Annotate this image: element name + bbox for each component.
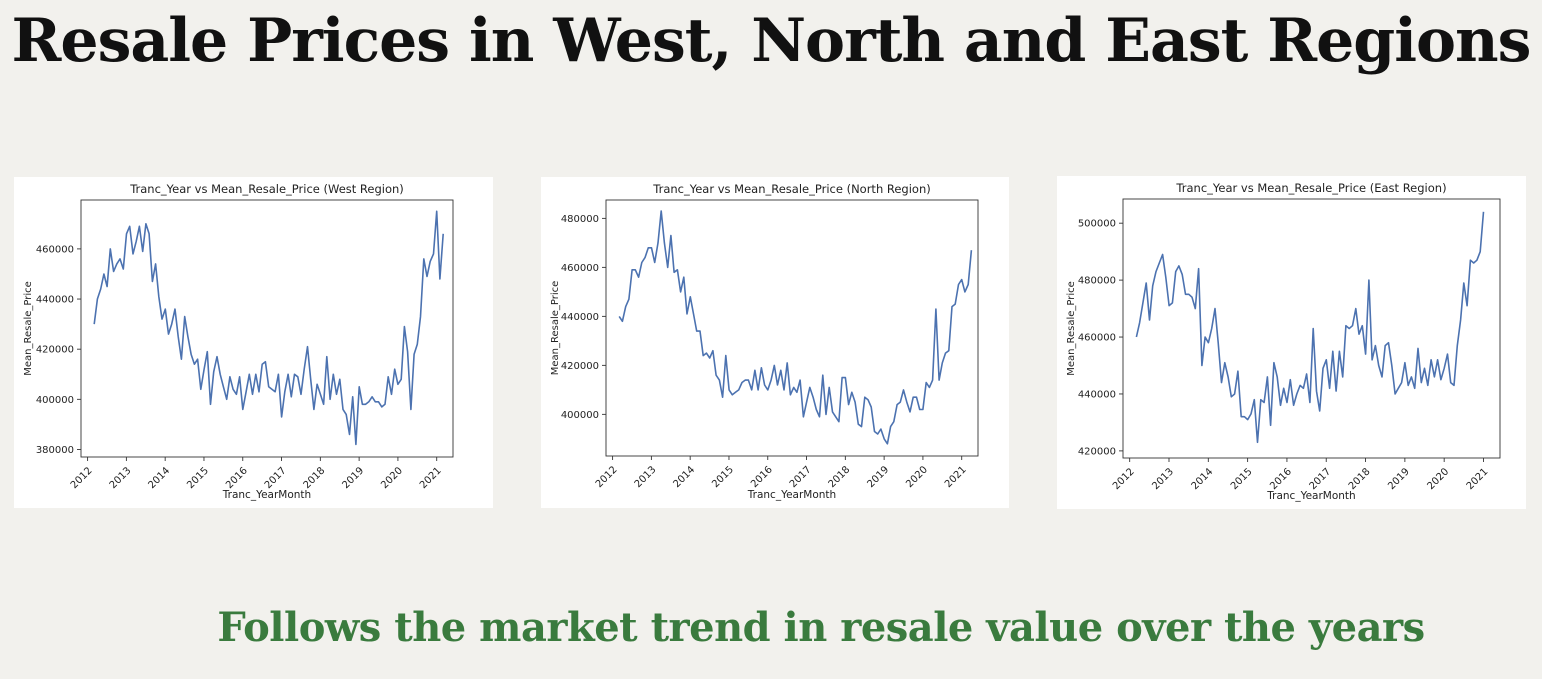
y-tick-label: 440000 [36,295,74,306]
x-tick-label: 2014 [671,464,697,490]
x-axis-label: Tranc_YearMonth [747,489,836,501]
x-tick-label: 2019 [1386,466,1412,492]
chart-east: Tranc_Year vs Mean_Resale_Price (East Re… [1066,181,1501,502]
y-tick-label: 480000 [1078,276,1116,287]
series-line [618,210,973,445]
y-axis-label: Mean_Resale_Price [1066,281,1077,376]
plot-frame [605,199,979,457]
y-tick-label: 420000 [36,345,74,356]
x-tick-label: 2017 [788,464,814,490]
x-tick-label: 2020 [1425,466,1451,492]
chart-west: Tranc_Year vs Mean_Resale_Price (West Re… [23,182,454,501]
chart-north: Tranc_Year vs Mean_Resale_Price (North R… [550,182,979,501]
x-tick-label: 2012 [594,464,620,490]
y-tick-label: 400000 [36,395,74,406]
x-tick-label: 2013 [108,465,134,491]
x-tick-label: 2018 [1347,466,1373,492]
chart-panel-east: Tranc_Year vs Mean_Resale_Price (East Re… [1057,176,1526,509]
x-tick-label: 2015 [710,464,736,490]
x-tick-label: 2018 [827,464,853,490]
x-tick-label: 2017 [1308,466,1334,492]
chart-panel-north: Tranc_Year vs Mean_Resale_Price (North R… [541,177,1009,508]
x-tick-label: 2015 [1229,466,1255,492]
x-tick-label: 2013 [633,464,659,490]
x-tick-label: 2021 [943,464,969,490]
y-tick-label: 460000 [561,263,599,274]
x-tick-label: 2012 [69,465,95,491]
x-tick-label: 2021 [1465,466,1491,492]
x-axis-label: Tranc_YearMonth [222,489,311,501]
y-tick-label: 480000 [561,214,599,225]
slide-title: Resale Prices in West, North and East Re… [11,6,1532,76]
x-tick-label: 2021 [418,465,444,491]
y-tick-label: 420000 [1078,446,1116,457]
chart-title: Tranc_Year vs Mean_Resale_Price (East Re… [1175,181,1446,195]
y-tick-label: 460000 [36,244,74,255]
x-tick-label: 2015 [185,465,211,491]
x-tick-label: 2016 [749,464,775,490]
x-tick-label: 2019 [865,464,891,490]
series-line [1135,211,1485,444]
y-axis-label: Mean_Resale_Price [550,281,561,376]
plot-frame [80,199,454,458]
plot-frame [1122,198,1501,459]
y-axis-label: Mean_Resale_Price [23,281,34,376]
x-tick-label: 2014 [1190,466,1216,492]
y-tick-label: 500000 [1078,219,1116,230]
slide-subtitle: Follows the market trend in resale value… [217,604,1425,651]
x-tick-label: 2016 [1268,466,1294,492]
x-axis-label: Tranc_YearMonth [1266,490,1355,502]
x-tick-label: 2020 [904,464,930,490]
chart-title: Tranc_Year vs Mean_Resale_Price (West Re… [129,182,404,196]
x-tick-label: 2013 [1150,466,1176,492]
chart-title: Tranc_Year vs Mean_Resale_Price (North R… [652,182,931,196]
series-line [93,210,444,446]
chart-panel-west: Tranc_Year vs Mean_Resale_Price (West Re… [14,177,493,508]
x-tick-label: 2016 [224,465,250,491]
y-tick-label: 440000 [561,312,599,323]
y-tick-label: 380000 [36,445,74,456]
x-tick-label: 2020 [379,465,405,491]
x-tick-label: 2012 [1111,466,1137,492]
x-tick-label: 2019 [340,465,366,491]
x-tick-label: 2018 [302,465,328,491]
y-tick-label: 420000 [561,361,599,372]
y-tick-label: 400000 [561,410,599,421]
y-tick-label: 440000 [1078,389,1116,400]
x-tick-label: 2017 [263,465,289,491]
y-tick-label: 460000 [1078,333,1116,344]
x-tick-label: 2014 [146,465,172,491]
